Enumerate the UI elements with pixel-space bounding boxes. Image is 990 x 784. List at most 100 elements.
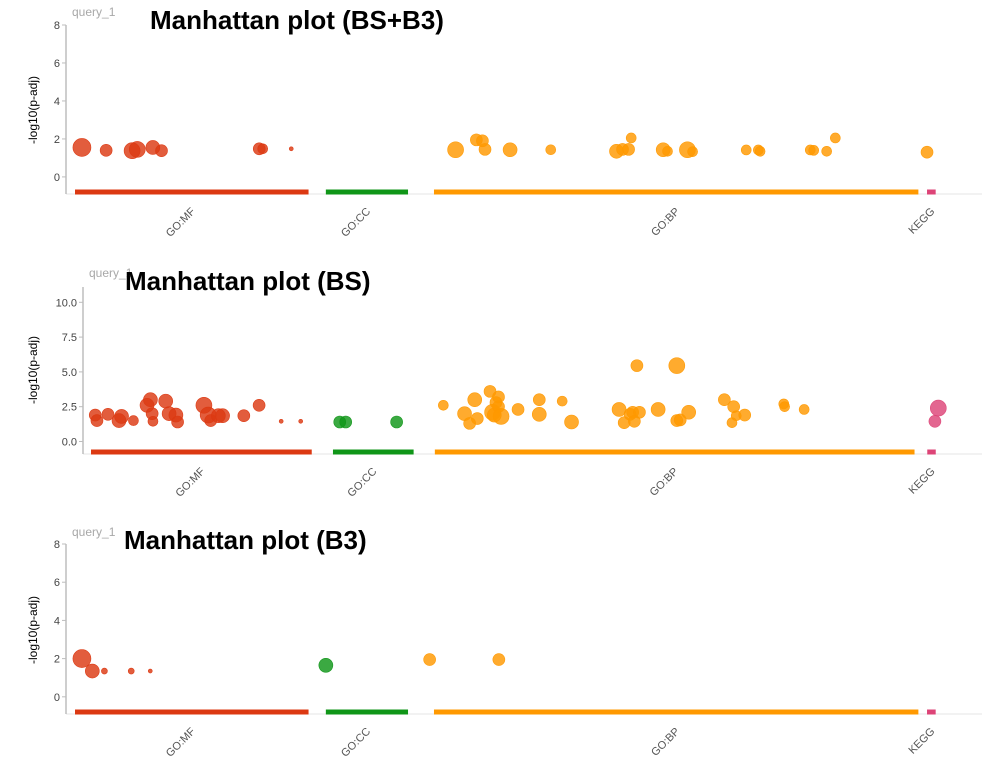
data-point bbox=[147, 415, 159, 427]
data-point bbox=[668, 357, 686, 374]
data-point bbox=[478, 143, 492, 156]
data-point bbox=[438, 399, 449, 411]
y-tick-label: 0.0 bbox=[62, 436, 77, 448]
chart-title: Manhattan plot (B3) bbox=[124, 525, 367, 555]
data-point bbox=[288, 146, 294, 152]
data-point bbox=[650, 402, 666, 417]
source-label: KEGG bbox=[907, 466, 938, 497]
query-label: query_1 bbox=[89, 266, 133, 280]
data-point bbox=[633, 405, 646, 419]
data-point bbox=[318, 657, 334, 673]
source-bar-kegg bbox=[927, 449, 936, 455]
y-tick-label: 6 bbox=[54, 58, 60, 70]
source-label: GO:CC bbox=[345, 466, 379, 500]
y-tick-label: 8 bbox=[54, 539, 60, 551]
source-bar-go-mf bbox=[75, 709, 309, 715]
data-point bbox=[257, 143, 269, 155]
chart-title: Manhattan plot (BS) bbox=[125, 266, 371, 296]
data-point bbox=[830, 132, 841, 144]
data-point bbox=[798, 404, 810, 415]
data-point bbox=[611, 402, 627, 417]
data-point bbox=[630, 359, 644, 372]
data-point bbox=[492, 408, 510, 425]
data-point bbox=[738, 408, 752, 422]
query-label: query_1 bbox=[72, 5, 116, 19]
y-tick-label: 8 bbox=[54, 20, 60, 32]
y-tick-label: 4 bbox=[54, 96, 60, 108]
source-bar-go-mf bbox=[75, 189, 309, 195]
manhattan-panel-1: 0 2 4 6 8 -log10(p-adj) query_1 Manhattan plot … bbox=[26, 5, 982, 240]
source-label: GO:BP bbox=[649, 726, 682, 759]
source-bar-go-cc bbox=[325, 709, 409, 715]
y-tick-label: 4 bbox=[54, 615, 60, 627]
data-point bbox=[779, 401, 790, 412]
source-bar-kegg bbox=[927, 189, 936, 195]
data-point bbox=[718, 393, 731, 407]
source-bar-go-cc bbox=[325, 189, 409, 195]
data-point bbox=[143, 392, 158, 408]
data-point bbox=[622, 143, 635, 156]
data-point bbox=[85, 663, 100, 679]
manhattan-panel-2: 0.0 2.5 5.0 7.5 10.0 -log10(p-adj) query_1Manh… bbox=[26, 266, 982, 500]
source-label: KEGG bbox=[907, 206, 938, 237]
y-tick-label: 10.0 bbox=[56, 297, 77, 309]
data-point bbox=[531, 407, 547, 422]
data-point bbox=[556, 395, 568, 407]
data-point bbox=[423, 653, 436, 666]
y-tick-label: 0 bbox=[54, 692, 60, 704]
y-axis-label: -log10(p-adj) bbox=[26, 76, 40, 144]
data-point bbox=[171, 415, 184, 429]
data-point bbox=[158, 393, 174, 409]
data-point bbox=[492, 390, 505, 404]
data-point bbox=[930, 399, 947, 417]
data-point bbox=[147, 668, 153, 674]
data-point bbox=[101, 667, 108, 675]
data-point bbox=[128, 141, 146, 158]
source-bar-go-mf bbox=[91, 449, 312, 455]
data-point bbox=[545, 144, 557, 156]
data-point bbox=[447, 141, 464, 159]
source-label: GO:BP bbox=[649, 206, 682, 239]
data-point bbox=[492, 653, 506, 666]
data-point bbox=[390, 415, 403, 429]
y-tick-label: 7.5 bbox=[62, 332, 77, 344]
y-tick-label: 2 bbox=[54, 134, 60, 146]
chart-title: Manhattan plot (BS+B3) bbox=[150, 5, 444, 35]
y-tick-label: 5.0 bbox=[62, 367, 77, 379]
source-label: GO:BP bbox=[648, 466, 681, 499]
data-point bbox=[821, 145, 832, 157]
data-point bbox=[99, 144, 113, 157]
y-axis-label: -log10(p-adj) bbox=[26, 336, 40, 404]
manhattan-panel-3: 0 2 4 6 8 -log10(p-adj) query_1 Manhattan plot … bbox=[26, 525, 982, 760]
data-point bbox=[127, 667, 135, 675]
data-point bbox=[114, 409, 129, 424]
y-axis-label: -log10(p-adj) bbox=[26, 596, 40, 664]
data-point bbox=[532, 393, 546, 407]
data-point bbox=[511, 403, 525, 416]
data-point bbox=[625, 132, 637, 144]
data-point bbox=[155, 144, 168, 158]
source-label: GO:MF bbox=[164, 725, 198, 759]
y-tick-label: 2 bbox=[54, 654, 60, 666]
source-bar-go-cc bbox=[332, 449, 414, 455]
source-label: GO:CC bbox=[339, 726, 373, 760]
data-point bbox=[467, 392, 483, 408]
data-point bbox=[278, 418, 284, 424]
data-point bbox=[502, 142, 518, 158]
query-label: query_1 bbox=[72, 525, 116, 539]
source-bar-go-bp bbox=[433, 189, 919, 195]
data-point bbox=[662, 145, 673, 157]
data-point bbox=[72, 649, 92, 668]
source-label: GO:MF bbox=[174, 465, 208, 499]
data-point bbox=[215, 408, 230, 424]
data-point bbox=[72, 138, 92, 157]
source-bar-go-bp bbox=[433, 709, 919, 715]
data-point bbox=[928, 414, 942, 428]
data-point bbox=[90, 414, 104, 427]
source-label: KEGG bbox=[907, 726, 938, 757]
data-point bbox=[564, 414, 579, 430]
source-label: GO:MF bbox=[164, 205, 198, 239]
data-point bbox=[740, 144, 752, 156]
data-point bbox=[808, 145, 820, 156]
source-bar-kegg bbox=[927, 709, 936, 715]
